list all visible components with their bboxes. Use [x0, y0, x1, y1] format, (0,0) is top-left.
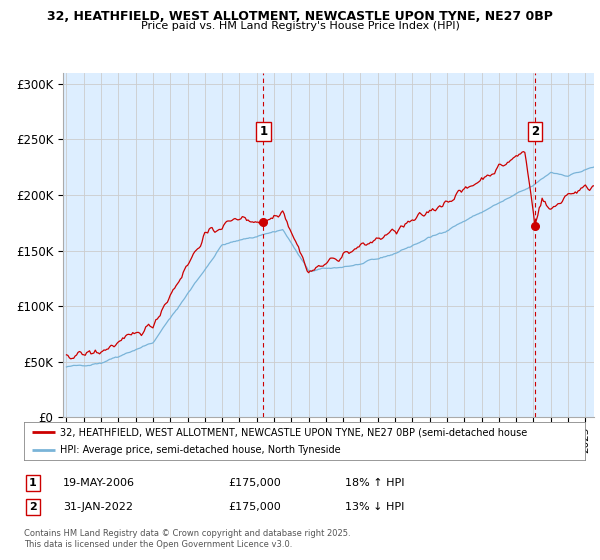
Text: 31-JAN-2022: 31-JAN-2022: [63, 502, 133, 512]
Text: HPI: Average price, semi-detached house, North Tyneside: HPI: Average price, semi-detached house,…: [61, 445, 341, 455]
Text: Price paid vs. HM Land Registry's House Price Index (HPI): Price paid vs. HM Land Registry's House …: [140, 21, 460, 31]
Text: 19-MAY-2006: 19-MAY-2006: [63, 478, 135, 488]
Text: £175,000: £175,000: [228, 502, 281, 512]
Text: Contains HM Land Registry data © Crown copyright and database right 2025.
This d: Contains HM Land Registry data © Crown c…: [24, 529, 350, 549]
Text: 32, HEATHFIELD, WEST ALLOTMENT, NEWCASTLE UPON TYNE, NE27 0BP: 32, HEATHFIELD, WEST ALLOTMENT, NEWCASTL…: [47, 10, 553, 23]
Text: 18% ↑ HPI: 18% ↑ HPI: [345, 478, 404, 488]
Text: 2: 2: [531, 125, 539, 138]
Text: 1: 1: [29, 478, 37, 488]
Text: 2: 2: [29, 502, 37, 512]
Text: 32, HEATHFIELD, WEST ALLOTMENT, NEWCASTLE UPON TYNE, NE27 0BP (semi-detached hou: 32, HEATHFIELD, WEST ALLOTMENT, NEWCASTL…: [61, 427, 528, 437]
Text: £175,000: £175,000: [228, 478, 281, 488]
Text: 1: 1: [259, 125, 268, 138]
Text: 13% ↓ HPI: 13% ↓ HPI: [345, 502, 404, 512]
